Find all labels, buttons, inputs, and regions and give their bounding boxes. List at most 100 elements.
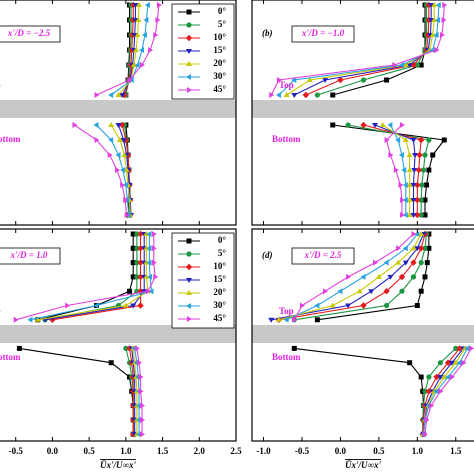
profile-marker (384, 137, 390, 143)
profile-marker (428, 18, 435, 23)
profile-marker (127, 77, 133, 83)
legend-label: 45° (213, 84, 226, 94)
profile-marker (323, 288, 329, 295)
profile-marker (148, 288, 154, 295)
x-tick-label: 0.0 (47, 446, 59, 456)
region-label: Bottom (272, 134, 301, 144)
region-label: Top (279, 306, 294, 316)
profile-marker (135, 17, 142, 22)
legend-label: 10° (213, 32, 226, 42)
legend-marker (187, 316, 192, 322)
profile-marker (426, 167, 432, 173)
profile-marker (291, 345, 297, 351)
profile-marker (268, 317, 275, 323)
profile-marker (299, 302, 305, 309)
profile-marker (410, 61, 417, 69)
profile-marker (456, 359, 462, 366)
profile-marker (153, 32, 159, 38)
profile-marker (134, 274, 140, 280)
profile-marker (406, 63, 413, 68)
profile-marker (398, 273, 406, 281)
profile-marker (345, 122, 351, 128)
legend-marker (186, 49, 192, 54)
legend-marker (185, 263, 193, 271)
panel-title: x'/D = 2.5 (304, 250, 342, 260)
profile-marker (442, 2, 448, 8)
profile-marker (292, 316, 298, 323)
profile-marker (120, 138, 127, 143)
profile-marker (388, 152, 394, 158)
profile-marker (123, 167, 130, 172)
profile-marker (373, 259, 379, 266)
profile-marker (414, 62, 420, 68)
legend-marker (185, 34, 193, 42)
profile-marker (130, 245, 136, 251)
legend-marker (186, 278, 192, 283)
profile-marker (49, 316, 56, 324)
profile-marker (430, 152, 436, 158)
panel-label: (b) (262, 28, 273, 38)
profile-marker (130, 62, 137, 67)
plot-frame (0, 228, 237, 442)
profile-marker (134, 231, 140, 237)
profile-marker (426, 137, 432, 143)
profile-marker (398, 182, 404, 188)
profile-marker (121, 152, 128, 157)
profile-marker (452, 359, 459, 365)
profile-marker (151, 245, 157, 252)
profile-marker (360, 77, 367, 83)
profile-marker (431, 2, 438, 7)
profile-marker (275, 92, 281, 98)
legend-label: 5° (218, 248, 227, 258)
profile-marker (275, 316, 282, 322)
profile-marker (423, 431, 429, 438)
profile-marker (115, 123, 122, 128)
profile-marker (108, 137, 114, 143)
legend-marker (186, 22, 192, 28)
legend-marker (186, 61, 192, 66)
profile-marker (119, 93, 126, 98)
profile-marker (72, 122, 78, 128)
profile-marker (410, 138, 417, 143)
legend-label: 0° (218, 6, 227, 16)
profile-marker (414, 303, 420, 308)
profile-marker (410, 198, 417, 203)
profile-marker (124, 212, 130, 218)
profile-marker (360, 121, 367, 129)
cylinder-band (0, 100, 236, 118)
profile-marker (435, 17, 441, 23)
profile-marker (291, 77, 297, 83)
profile-marker (130, 274, 136, 280)
profile-marker (34, 316, 41, 322)
region-label: Top (279, 80, 294, 90)
profile-marker (141, 32, 147, 38)
profile-marker (123, 197, 129, 203)
profile-marker (383, 302, 390, 309)
x-axis-label: Ūx'/U∞x' (100, 460, 136, 470)
profile-marker (464, 345, 470, 352)
profile-marker (410, 213, 417, 218)
panel-title: x'/D = 1.0 (10, 250, 48, 260)
profile-marker (383, 288, 390, 295)
x-tick-label: 1.0 (412, 446, 424, 456)
profile-marker (398, 152, 404, 158)
region-label: Bottom (0, 352, 21, 362)
profile-marker (387, 274, 394, 280)
series-group (268, 230, 474, 438)
profile-marker (406, 167, 413, 172)
profile-marker (399, 197, 405, 203)
profile-marker (469, 345, 474, 352)
profile-marker (138, 374, 144, 380)
profile-marker (414, 211, 421, 219)
profile-marker (314, 317, 320, 323)
profile-marker (93, 122, 99, 128)
profile-marker (143, 17, 149, 23)
profile-marker (441, 17, 447, 23)
profile-marker (329, 302, 336, 308)
legend-marker (186, 74, 191, 80)
profile-marker (94, 137, 100, 143)
profile-marker (383, 259, 389, 266)
profile-marker (395, 259, 402, 265)
profile-marker (418, 374, 424, 380)
